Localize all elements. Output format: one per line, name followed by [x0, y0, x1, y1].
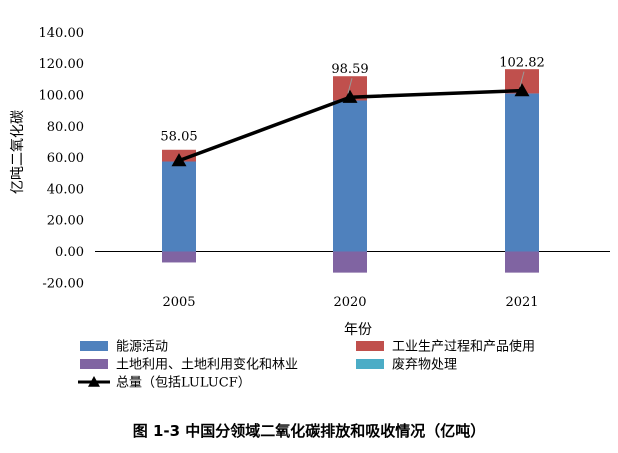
x-axis-ticks: 2005 2020 2021 — [162, 295, 538, 310]
bars — [162, 69, 539, 273]
legend-item-energy-swatch — [80, 341, 108, 351]
total-data-label-2020: 98.59 — [331, 62, 368, 77]
bar-2021-series-1 — [505, 93, 539, 252]
y-tick-label: 60.00 — [47, 151, 84, 166]
legend-item-lulucf-swatch — [80, 359, 108, 369]
bar-2005-series-1 — [162, 161, 196, 252]
total-series: 58.05 98.59 102.82 — [160, 56, 545, 167]
legend-item-industry-swatch — [356, 341, 384, 351]
legend-item-total-marker — [88, 376, 100, 387]
label-leader-line-2021 — [519, 71, 525, 87]
y-tick-label: 140.00 — [39, 26, 85, 41]
legend-item-industry-label: 工业生产过程和产品使用 — [392, 339, 535, 355]
total-marker-2005 — [171, 153, 187, 167]
total-data-label-2021: 102.82 — [499, 56, 545, 71]
bar-2021-series-3 — [505, 251, 539, 273]
y-tick-label: 120.00 — [39, 57, 85, 72]
chart: -20.00 0.00 20.00 40.00 60.00 80.00 100.00 120.… — [10, 26, 610, 391]
y-tick-label: 0.00 — [55, 245, 84, 260]
y-tick-label: -20.00 — [42, 276, 84, 291]
y-axis-title: 亿吨二氧化碳 — [10, 110, 26, 194]
total-marker-2021 — [514, 83, 530, 97]
y-tick-label: 40.00 — [47, 182, 84, 197]
x-category-label: 2021 — [505, 295, 538, 310]
y-tick-label: 100.00 — [39, 89, 85, 104]
legend-item-total-label: 总量（包括LULUCF） — [116, 376, 251, 391]
x-category-label: 2020 — [333, 295, 366, 310]
figure-caption: 图 1-3 中国分领域二氧化碳排放和吸收情况（亿吨） — [132, 422, 486, 440]
legend-item-waste-swatch — [356, 359, 384, 369]
legend-item-energy-label: 能源活动 — [116, 340, 168, 355]
legend-item-waste-label: 废弃物处理 — [392, 357, 457, 373]
x-axis-title: 年份 — [344, 322, 372, 338]
x-category-label: 2005 — [162, 295, 195, 310]
label-leader-line-2020 — [347, 78, 353, 94]
bar-2020-series-1 — [333, 100, 367, 252]
total-marker-2020 — [342, 89, 358, 103]
y-axis-ticks: -20.00 0.00 20.00 40.00 60.00 80.00 100.00 120.… — [39, 26, 85, 291]
bar-2020-series-3 — [333, 251, 367, 273]
bar-2005-series-3 — [162, 251, 196, 263]
y-tick-label: 20.00 — [47, 214, 84, 229]
legend-item-lulucf-label: 土地利用、土地利用变化和林业 — [116, 357, 298, 373]
y-tick-label: 80.00 — [47, 120, 84, 135]
total-data-label-2005: 58.05 — [160, 130, 197, 145]
